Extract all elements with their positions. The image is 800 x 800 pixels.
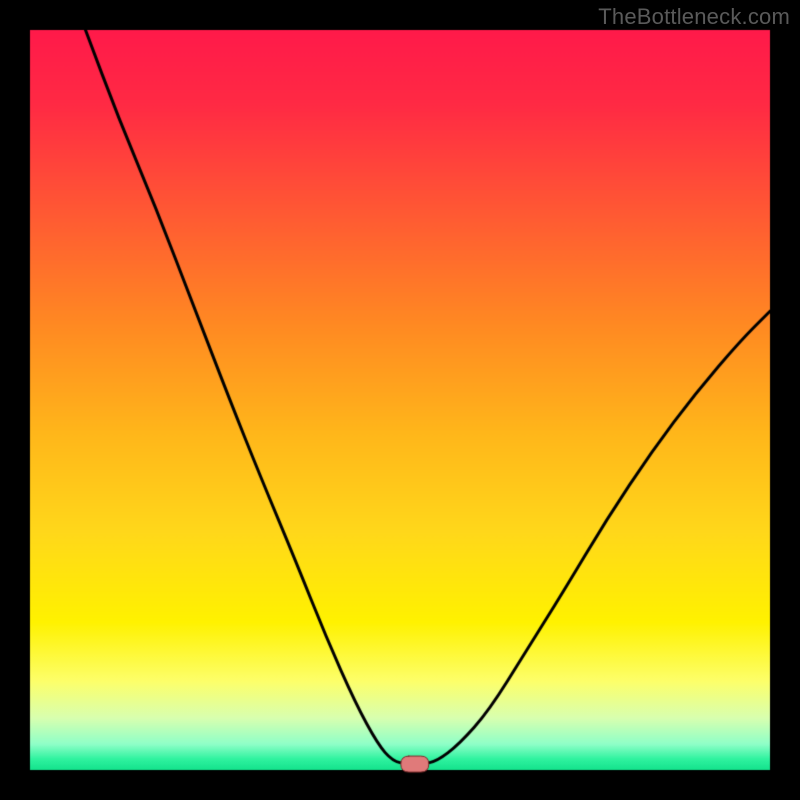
watermark-text: TheBottleneck.com: [598, 4, 790, 30]
bottleneck-chart: [0, 0, 800, 800]
